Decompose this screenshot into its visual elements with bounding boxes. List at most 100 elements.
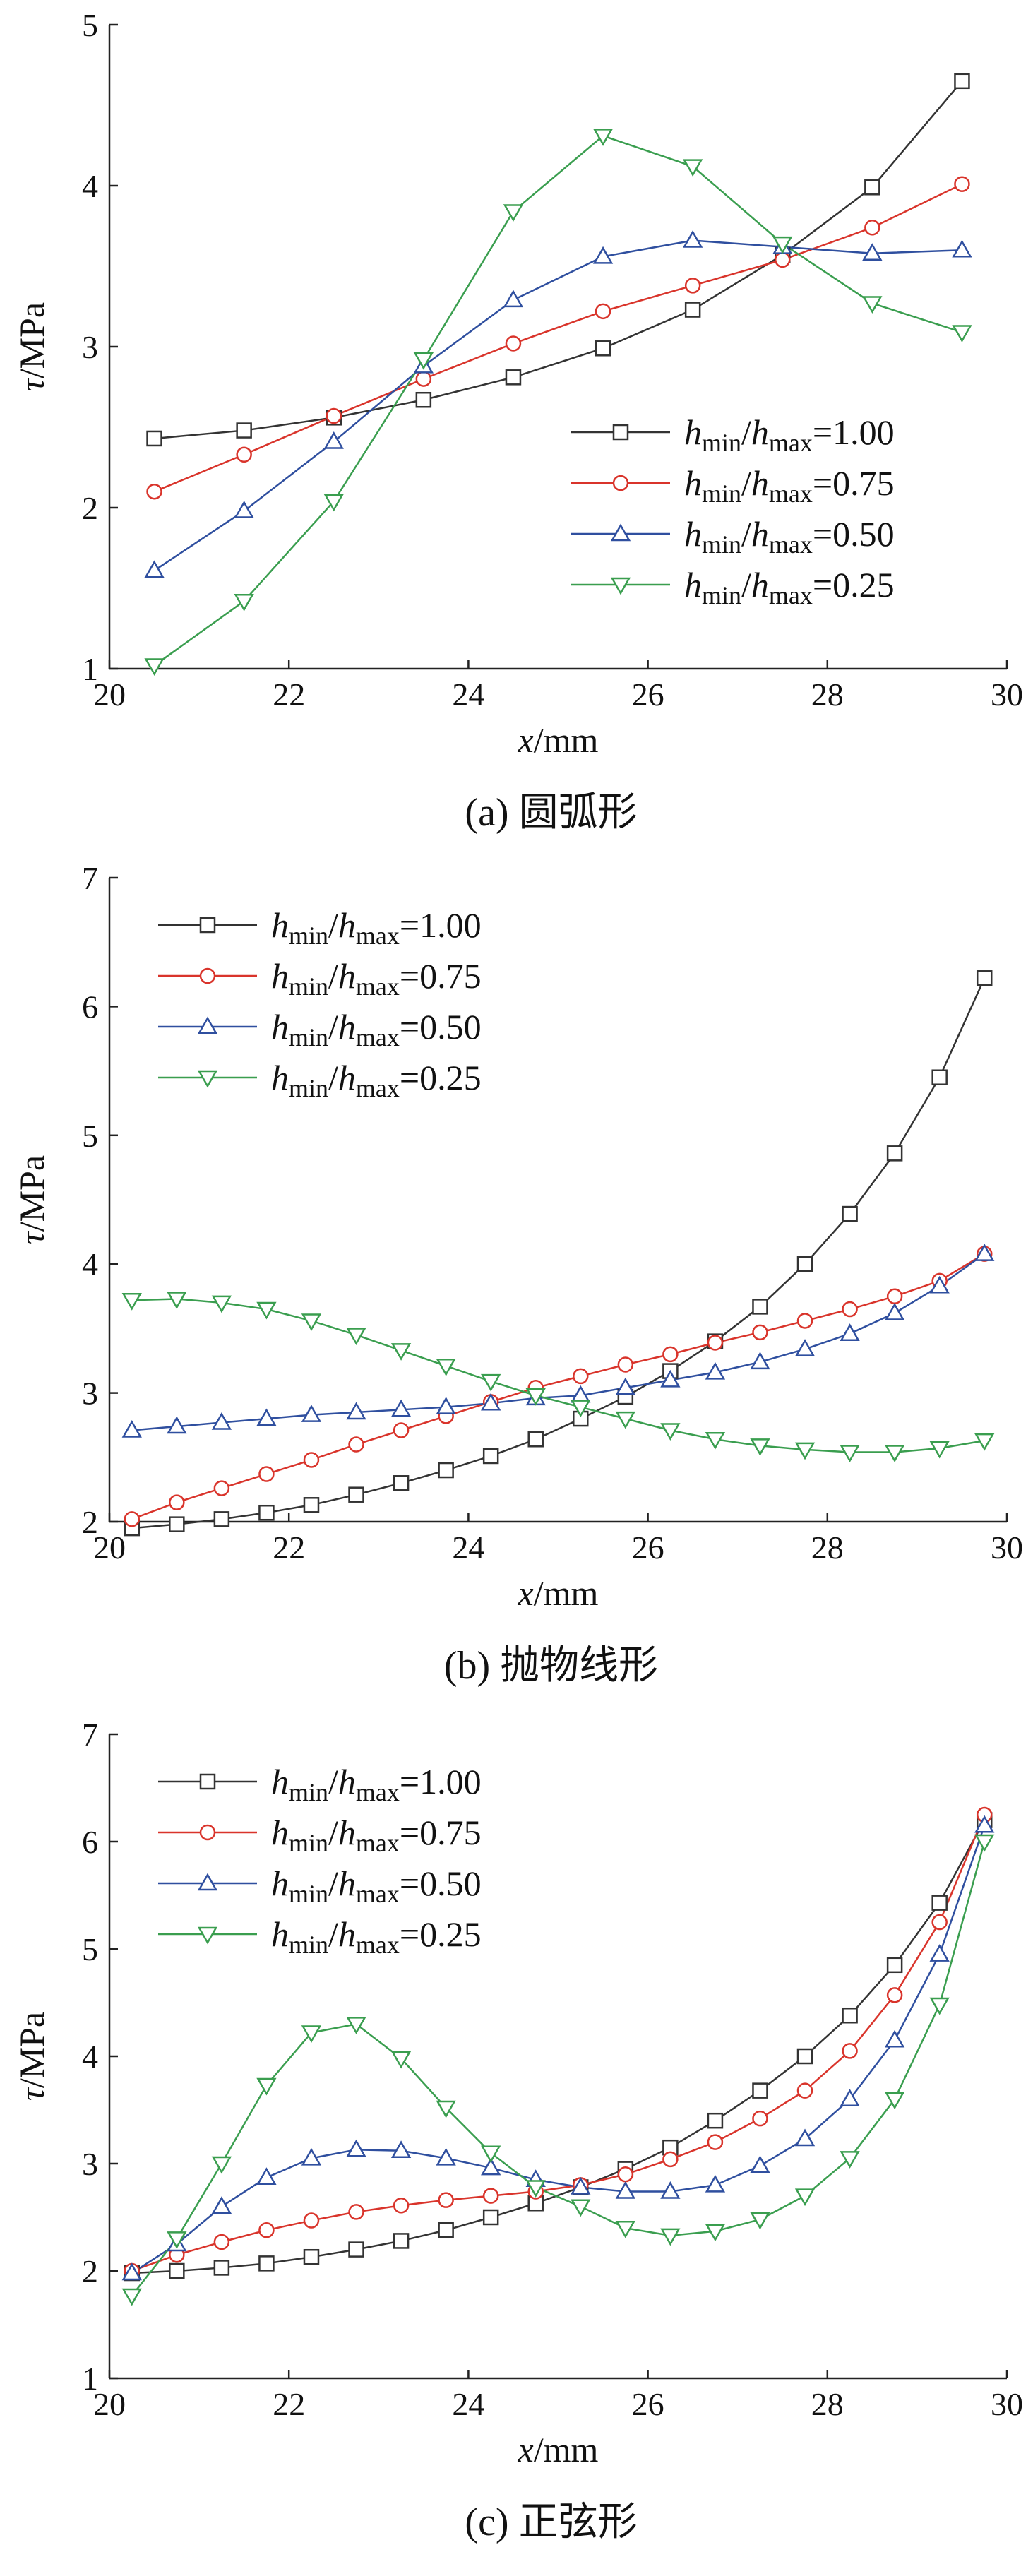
data-point [258,1504,275,1521]
data-point [258,2255,275,2272]
legend-label: hmin/hmax=0.75 [271,956,482,1001]
y-tick-label: 5 [82,1931,98,1967]
x-axis-label: x/mm [518,1573,599,1613]
data-point [705,1361,726,1380]
data-point [393,1475,410,1491]
data-point [346,2017,366,2034]
data-point [794,1442,816,1460]
data-point [301,2025,322,2044]
data-point [525,1388,546,1406]
data-point [121,2288,142,2306]
legend-marker [197,1070,218,1088]
data-point [482,2209,499,2226]
data-point [503,204,524,222]
data-point [211,2156,232,2174]
data-point [573,1368,589,1385]
series-line [153,239,962,571]
data-point [592,129,614,146]
y-tick-label: 6 [82,1824,98,1860]
data-point [413,352,434,370]
data-point [438,2222,454,2238]
data-point [705,1432,726,1450]
legend-marker [610,577,631,595]
data-point [615,2220,635,2238]
data-point [213,2234,230,2250]
data-point [592,246,614,264]
data-point [236,446,252,463]
data-point [258,2222,275,2238]
data-point [705,2174,726,2193]
data-point [660,1369,681,1388]
data-point [167,1416,187,1434]
data-point [842,2007,858,2024]
data-point [258,1466,275,1482]
data-point [929,1997,950,2015]
data-point [662,2151,679,2168]
data-point [931,1895,948,1911]
x-tick-label: 24 [452,1530,484,1566]
data-point [954,176,970,192]
caption: (b) 抛物线形 [444,1644,658,1688]
data-point [234,501,254,518]
series-line [131,1820,986,2274]
y-tick-label: 4 [82,1246,98,1282]
y-tick-label: 3 [82,329,98,365]
x-tick-label: 28 [811,2386,844,2422]
data-point [794,1339,816,1356]
data-point [595,340,611,357]
data-point [525,2180,546,2198]
legend-label: hmin/hmax=0.75 [271,1813,482,1857]
legend-marker [612,475,629,491]
chart: 1 2 3 4 5 20 22 24 26 28 30 x/mm τ/MPa (a) 圆弧形 hmin/hm… [12,7,1023,835]
y-axis-label: τ/MPa [12,1155,52,1244]
data-point [346,2139,366,2157]
data-point [750,2212,770,2230]
data-point [169,1494,185,1510]
y-axis-label: τ/MPa [12,302,52,391]
data-point [144,658,165,676]
data-point [615,2181,635,2199]
data-point [842,1301,858,1318]
legend-marker [199,917,216,934]
data-point [436,1397,456,1414]
data-point [974,1815,995,1833]
data-point [886,1957,903,1974]
data-point [974,1433,995,1451]
data-point [886,1288,903,1305]
data-point [660,1423,681,1441]
data-point [954,73,970,90]
data-point [707,1335,724,1351]
data-point [931,1914,948,1931]
y-tick-label: 7 [82,1717,98,1753]
data-point [211,1412,232,1430]
x-tick-label: 24 [452,2386,484,2422]
data-point [662,1346,679,1363]
data-point [121,2262,142,2281]
data-point [976,970,993,986]
data-point [301,1313,322,1331]
data-point [886,1987,903,2003]
x-tick-label: 20 [93,2386,126,2422]
data-point [750,1352,770,1370]
x-tick-label: 26 [632,2386,664,2422]
data-point [862,296,883,314]
legend-marker [199,1824,216,1841]
data-point [750,2155,770,2174]
series-line [153,134,962,667]
data-point [929,1441,950,1459]
legend-marker [197,1926,218,1945]
data-point [211,2196,232,2214]
data-point [256,2167,277,2186]
data-point [390,2051,412,2069]
data-point [346,1402,366,1420]
data-point [842,1205,858,1222]
data-point [167,2231,187,2249]
data-point [303,2212,320,2229]
data-point [571,2199,591,2217]
data-point [796,1313,813,1329]
data-point [438,2192,454,2208]
data-point [840,2089,860,2107]
data-point [952,239,972,258]
